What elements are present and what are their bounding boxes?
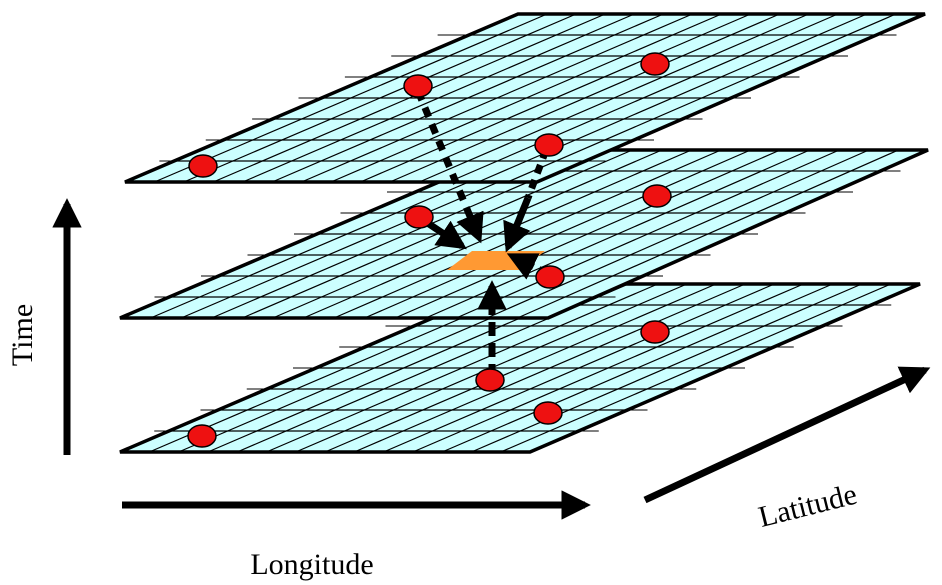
dotted-arrow-top-right <box>524 148 550 200</box>
data-point <box>640 320 670 344</box>
data-point <box>535 265 565 289</box>
data-point <box>533 401 563 425</box>
data-point <box>534 133 564 157</box>
time-label: Time <box>6 304 39 366</box>
data-point <box>188 154 218 178</box>
dotted-arrow-top-left <box>414 89 484 244</box>
data-point <box>640 52 670 76</box>
latitude-axis-arrow <box>643 366 931 504</box>
data-point <box>403 74 433 98</box>
solid-arrow-top-right <box>503 196 532 253</box>
data-point <box>187 424 217 448</box>
latitude-label: Latitude <box>755 478 860 534</box>
data-point <box>404 205 434 229</box>
data-point <box>475 368 505 392</box>
longitude-label: Longitude <box>250 548 373 581</box>
data-point <box>642 184 672 208</box>
